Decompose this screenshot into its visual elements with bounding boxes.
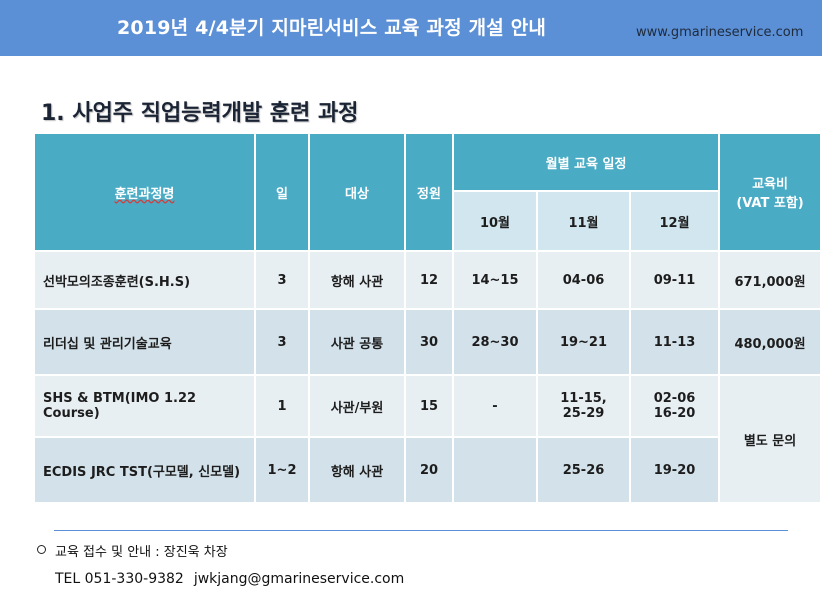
schedule-oct: - [452,374,538,438]
schedule-nov-line2: 25-29 [562,406,605,421]
schedule-dec: 02-06 16-20 [628,374,721,438]
section-title: 1. 사업주 직업능력개발 훈련 과정 [41,101,359,126]
schedule-table: 훈련과정명 일 대상 정원 월별 교육 일정 교육비 (VAT 포함) 10월 … [33,132,822,504]
course-capacity: 15 [404,374,454,438]
table-row: ECDIS JRC TST(구모델, 신모델) 1~2 항해 사관 20 25-… [33,436,821,504]
course-fee: 671,000원 [718,250,822,310]
header-fee: 교육비 (VAT 포함) [718,132,822,252]
course-capacity: 30 [404,308,454,376]
contact-details: TEL 051-330-9382 jwkjang@gmarineservice.c… [55,571,404,587]
contact-email[interactable]: jwkjang@gmarineservice.com [193,571,405,587]
table-row: 선박모의조종훈련(S.H.S) 3 항해 사관 12 14~15 04-06 0… [33,250,822,310]
header-fee-line2: (VAT 포함) [736,196,804,211]
website-link[interactable]: www.gmarineservice.com [636,25,804,40]
table-row: 리더십 및 관리기술교육 3 사관 공통 30 28~30 19~21 11-1… [33,308,822,376]
course-target: 항해 사관 [308,250,406,310]
header-month-nov: 11월 [536,190,631,252]
course-name: 선박모의조종훈련(S.H.S) [33,250,256,310]
schedule-dec: 11-13 [628,308,721,376]
schedule-nov: 04-06 [536,250,631,310]
contact-phone: TEL 051-330-9382 [55,571,184,587]
header-schedule: 월별 교육 일정 [451,132,721,192]
divider [54,530,788,531]
circle-bullet-icon [37,545,46,554]
header-course-label: 훈련과정명 [114,186,175,202]
course-days: 1 [254,374,310,438]
course-days: 3 [254,308,310,376]
course-target: 항해 사관 [308,436,406,504]
header-month-dec: 12월 [628,190,721,252]
table-row: SHS & BTM(IMO 1.22 Course) 1 사관/부원 15 - … [33,374,822,504]
course-fee: 480,000원 [718,308,822,376]
header-month-oct: 10월 [452,190,538,252]
schedule-nov: 11-15, 25-29 [536,374,631,438]
header-capacity: 정원 [404,132,454,252]
schedule-oct [452,436,538,504]
header-fee-line1: 교육비 [752,177,788,192]
schedule-oct: 14~15 [452,250,538,310]
header-banner: 2019년 4/4분기 지마린서비스 교육 과정 개설 안내 www.gmari… [0,0,822,56]
schedule-nov: 25-26 [536,436,631,504]
schedule-oct: 28~30 [452,308,538,376]
schedule-dec: 09-11 [628,250,721,310]
course-capacity: 20 [404,436,454,504]
course-days: 3 [254,250,310,310]
course-fee: 별도 문의 [718,374,822,504]
schedule-dec-line2: 16-20 [653,406,696,421]
course-target: 사관 공통 [308,308,406,376]
course-name: ECDIS JRC TST(구모델, 신모델) [33,436,256,504]
schedule-dec: 19-20 [628,436,721,504]
course-capacity: 12 [404,250,454,310]
schedule-dec-line1: 02-06 [653,391,696,406]
header-course: 훈련과정명 [33,132,256,252]
schedule-nov: 19~21 [536,308,631,376]
header-days: 일 [254,132,310,252]
course-days: 1~2 [254,436,310,504]
schedule-nov-line1: 11-15, [560,391,607,406]
course-name: 리더십 및 관리기술교육 [33,308,256,376]
header-target: 대상 [308,132,406,252]
banner-title: 2019년 4/4분기 지마린서비스 교육 과정 개설 안내 [117,17,547,39]
course-target: 사관/부원 [308,374,406,438]
course-name: SHS & BTM(IMO 1.22 Course) [33,374,256,438]
contact-info: 교육 접수 및 안내 : 장진욱 차장 [55,545,228,560]
